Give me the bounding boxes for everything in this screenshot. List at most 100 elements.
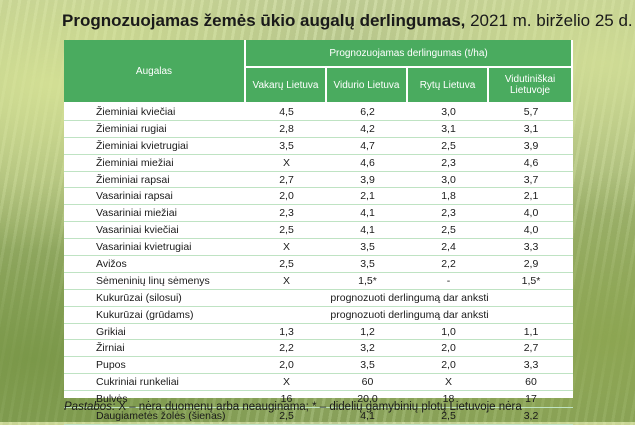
yield-value-cell: 2,0 [408, 357, 489, 375]
table-row: Žieminiai rapsai 2,7 3,9 3,0 3,7 [64, 172, 574, 189]
yield-value-cell: 2,0 [246, 188, 327, 206]
crop-column-header: Augalas [64, 40, 246, 104]
yield-value-cell: 17 [489, 391, 574, 409]
yield-value-cell: 2,5 [408, 222, 489, 240]
yield-value-cell: 18 [408, 391, 489, 409]
yield-value-cell: 1,1 [489, 324, 574, 341]
forecast-note-cell: prognozuoti derlingumą dar anksti [246, 290, 574, 307]
table-row: Cukriniai runkeliai X 60 X 60 [64, 374, 574, 392]
table-row: Vasariniai kvietrugiai X 3,5 2,4 3,3 [64, 239, 574, 257]
footnote-label: Pastabos: [64, 401, 116, 413]
crop-name: Žieminiai rapsai [64, 172, 246, 189]
yield-value-cell: 5,7 [489, 104, 574, 121]
yield-value-cell: X [246, 239, 327, 257]
yield-value-cell: 3,5 [246, 138, 327, 155]
table-row: Kukurūzai (grūdams) prognozuoti derlingum… [64, 307, 574, 324]
table-row: Žirniai 2,2 3,2 2,0 2,7 [64, 340, 574, 358]
crop-name: Žieminiai miežiai [64, 155, 246, 172]
yield-value-cell: 2,3 [408, 155, 489, 172]
yield-value-cell: 2,8 [246, 121, 327, 138]
yield-value-cell: 1,0 [408, 324, 489, 341]
forecast-group-header: Prognozuojamas derlingumas (t/ha) [246, 40, 574, 68]
yield-value-cell: 2,1 [489, 188, 574, 206]
region-header-west: Vakarų Lietuva [246, 68, 327, 104]
yield-value-cell: 3,5 [327, 256, 408, 273]
yield-value-cell: 3,1 [489, 121, 574, 138]
yield-value-cell: 4,2 [327, 121, 408, 138]
crop-name: Vasariniai kvietrugiai [64, 239, 246, 257]
yield-value-cell: 20,0 [327, 391, 408, 409]
yield-value-cell: 1,5* [489, 273, 574, 290]
yield-value-cell: 2,3 [246, 205, 327, 223]
yield-value-cell: 2,5 [408, 138, 489, 155]
table-row: Vasariniai miežiai 2,3 4,1 2,3 4,0 [64, 205, 574, 223]
yield-value-cell: 2,1 [327, 188, 408, 206]
yield-value-cell: 2,3 [408, 205, 489, 223]
crop-name: Cukriniai runkeliai [64, 374, 246, 392]
yield-value-cell: 2,5 [246, 222, 327, 240]
yield-value-cell: 2,2 [246, 340, 327, 358]
yield-value-cell: 4,1 [327, 222, 408, 240]
table-row: Žieminiai kviečiai 4,5 6,2 3,0 5,7 [64, 104, 574, 121]
footnote-text: X – nėra duomenų arba neauginama; * – di… [115, 401, 522, 413]
crop-name: Pupos [64, 357, 246, 375]
yield-value-cell: 4,7 [327, 138, 408, 155]
yield-value-cell: 3,9 [327, 172, 408, 189]
yield-value-cell: 4,0 [489, 222, 574, 240]
table-row: Pupos 2,0 3,5 2,0 3,3 [64, 357, 574, 375]
table-row: Žieminiai miežiai X 4,6 2,3 4,6 [64, 155, 574, 172]
region-header-east: Rytų Lietuva [408, 68, 489, 104]
table-row: Vasariniai rapsai 2,0 2,1 1,8 2,1 [64, 188, 574, 206]
crop-name: Žirniai [64, 340, 246, 358]
page-title: Prognozuojamas žemės ūkio augalų derling… [62, 11, 633, 31]
yield-value-cell: 1,5* [327, 273, 408, 290]
region-header-central: Vidurio Lietuva [327, 68, 408, 104]
crop-name: Bulvės [64, 391, 246, 409]
crop-name: Avižos [64, 256, 246, 273]
table-row: Sėmeninių linų sėmenys X 1,5* -1,5* [64, 273, 574, 290]
table-row: Žieminiai rugiai 2,8 4,2 3,1 3,1 [64, 121, 574, 138]
table-row: Bulvės 16 20,0 18 17 [64, 391, 574, 409]
yield-value-cell: X [246, 155, 327, 172]
yield-value-cell: 1,3 [246, 324, 327, 341]
yield-value-cell: 2,5 [246, 256, 327, 273]
crop-name: Grikiai [64, 324, 246, 341]
yield-value-cell: 4,5 [246, 104, 327, 121]
yield-value-cell: X [246, 374, 327, 392]
yield-value-cell: 3,1 [408, 121, 489, 138]
yield-value-cell: - [408, 273, 489, 290]
yield-value-cell: 3,2 [327, 340, 408, 358]
yield-table-body: Žieminiai kviečiai 4,5 6,2 3,0 5,7 Žieminiai … [64, 104, 574, 425]
crop-name: Kukurūzai (silosui) [64, 290, 246, 307]
yield-value-cell: 2,9 [489, 256, 574, 273]
yield-value-cell: 2,0 [246, 357, 327, 375]
yield-value-cell: X [408, 374, 489, 392]
yield-value-cell: 3,5 [327, 357, 408, 375]
title-bold: Prognozuojamas žemės ūkio augalų derling… [62, 11, 466, 30]
table-row: Avižos 2,5 3,5 2,2 2,9 [64, 256, 574, 273]
yield-value-cell: 6,2 [327, 104, 408, 121]
yield-value-cell: 60 [489, 374, 574, 392]
yield-value-cell: 4,1 [327, 205, 408, 223]
table-row: Vasariniai kviečiai 2,5 4,1 2,5 4,0 [64, 222, 574, 240]
yield-value-cell: 2,7 [246, 172, 327, 189]
crop-name: Sėmeninių linų sėmenys [64, 273, 246, 290]
crop-name: Žieminiai rugiai [64, 121, 246, 138]
yield-value-cell: 3,0 [408, 172, 489, 189]
yield-value-cell: 2,2 [408, 256, 489, 273]
yield-value-cell: 4,0 [489, 205, 574, 223]
yield-table-panel: Augalas Prognozuojamas derlingumas (t/ha… [64, 40, 574, 425]
title-date: 2021 m. birželio 25 d. [465, 11, 633, 30]
yield-value-cell: X [246, 273, 327, 290]
table-row: Kukurūzai (silosui) prognozuoti derlingum… [64, 290, 574, 307]
crop-name: Vasariniai miežiai [64, 205, 246, 223]
crop-name: Kukurūzai (grūdams) [64, 307, 246, 324]
yield-value-cell: 2,0 [408, 340, 489, 358]
yield-value-cell: 3,5 [327, 239, 408, 257]
crop-name: Žieminiai kvietrugiai [64, 138, 246, 155]
yield-value-cell: 3,0 [408, 104, 489, 121]
yield-value-cell: 3,9 [489, 138, 574, 155]
yield-value-cell: 3,3 [489, 239, 574, 257]
table-row: Žieminiai kvietrugiai 3,5 4,7 2,5 3,9 [64, 138, 574, 155]
footnote: Pastabos: X – nėra duomenų arba neaugina… [64, 401, 584, 413]
